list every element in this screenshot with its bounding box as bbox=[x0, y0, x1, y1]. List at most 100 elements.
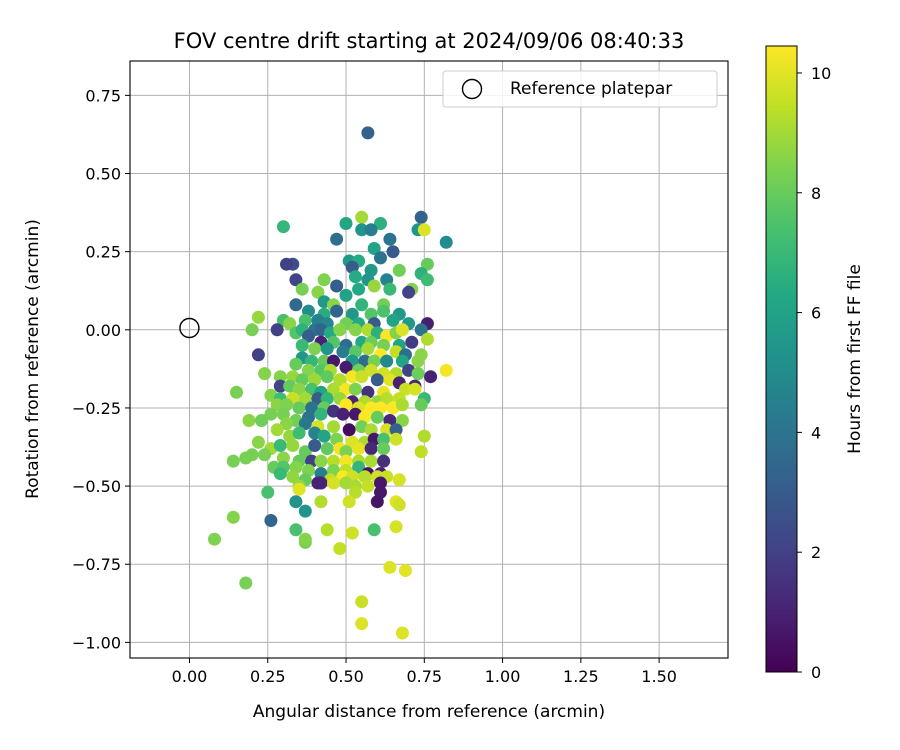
scatter-point bbox=[364, 223, 378, 237]
scatter-point bbox=[336, 345, 350, 359]
scatter-point bbox=[289, 357, 303, 371]
scatter-point bbox=[327, 420, 340, 434]
scatter-point bbox=[251, 348, 265, 362]
scatter-point bbox=[292, 482, 306, 496]
scatter-point bbox=[355, 223, 369, 237]
scatter-point bbox=[395, 323, 409, 337]
scatter-point bbox=[374, 476, 387, 490]
scatter-point bbox=[273, 439, 287, 452]
scatter-point bbox=[330, 304, 344, 318]
scatter-point bbox=[374, 251, 387, 265]
y-tick-label: 0.50 bbox=[85, 165, 121, 184]
y-tick-label: 0.00 bbox=[85, 321, 121, 340]
scatter-point bbox=[389, 423, 403, 437]
data-points bbox=[208, 126, 453, 640]
scatter-point bbox=[345, 526, 359, 540]
scatter-point bbox=[361, 342, 375, 356]
scatter-point bbox=[298, 504, 312, 518]
scatter-point bbox=[392, 473, 406, 487]
scatter-point bbox=[339, 360, 353, 374]
scatter-point bbox=[302, 363, 315, 377]
x-tick-label: 1.25 bbox=[563, 667, 599, 686]
scatter-point bbox=[320, 523, 334, 537]
scatter-point bbox=[370, 495, 384, 509]
scatter-point bbox=[402, 285, 416, 299]
scatter-point bbox=[361, 479, 375, 493]
scatter-point bbox=[242, 414, 256, 427]
scatter-point bbox=[420, 273, 434, 287]
scatter-point bbox=[292, 382, 306, 396]
x-tick-label: 1.50 bbox=[641, 667, 677, 686]
reference-platepar-marker bbox=[179, 317, 200, 339]
scatter-point bbox=[417, 223, 431, 237]
scatter-point bbox=[330, 232, 344, 246]
scatter-point bbox=[333, 373, 347, 387]
scatter-point bbox=[424, 370, 438, 384]
scatter-point bbox=[286, 470, 300, 484]
scatter-point bbox=[386, 245, 400, 259]
scatter-point bbox=[370, 373, 384, 387]
scatter-point bbox=[230, 385, 243, 399]
scatter-point bbox=[270, 398, 284, 412]
colorbar-tick-label: 0 bbox=[811, 663, 821, 682]
scatter-point bbox=[377, 442, 391, 456]
scatter-point bbox=[333, 542, 347, 556]
scatter-point bbox=[377, 432, 391, 446]
scatter-point bbox=[411, 367, 425, 381]
scatter-point bbox=[295, 282, 309, 296]
scatter-point bbox=[289, 298, 303, 312]
scatter-point bbox=[345, 370, 359, 384]
scatter-point bbox=[336, 407, 350, 421]
legend-entry-label: Reference platepar bbox=[510, 79, 672, 99]
scatter-point bbox=[414, 398, 428, 412]
legend-marker-icon bbox=[461, 78, 483, 100]
scatter-point bbox=[370, 410, 384, 424]
scatter-point bbox=[355, 595, 369, 609]
x-tick-label: 0.75 bbox=[406, 667, 442, 686]
y-tick-label: 0.25 bbox=[85, 243, 121, 262]
colorbar-gradient bbox=[765, 45, 798, 673]
scatter-point bbox=[355, 370, 369, 384]
scatter-point bbox=[208, 532, 221, 546]
scatter-point bbox=[399, 382, 412, 396]
scatter-point bbox=[364, 363, 378, 377]
scatter-point bbox=[327, 454, 340, 468]
scatter-point bbox=[348, 323, 362, 337]
scatter-point bbox=[392, 498, 406, 512]
scatter-point bbox=[320, 342, 334, 356]
scatter-point bbox=[439, 235, 453, 249]
scatter-point bbox=[395, 626, 409, 640]
chart-title: FOV centre drift starting at 2024/09/06 … bbox=[174, 29, 685, 53]
colorbar-tick-label: 10 bbox=[811, 64, 831, 83]
colorbar-ticks: 0 2 4 6 8 10 bbox=[797, 64, 831, 682]
scatter-point bbox=[414, 210, 428, 224]
scatter-point bbox=[355, 210, 369, 224]
scatter-point bbox=[258, 367, 272, 381]
scatter-point bbox=[311, 392, 325, 406]
scatter-point bbox=[320, 370, 334, 384]
scatter-point bbox=[342, 495, 356, 509]
scatter-point bbox=[377, 454, 391, 468]
scatter-point bbox=[367, 242, 381, 255]
scatter-point bbox=[339, 288, 353, 302]
scatter-point bbox=[348, 270, 362, 284]
scatter-point bbox=[276, 451, 290, 465]
x-tick-label: 0.50 bbox=[328, 667, 364, 686]
scatter-point bbox=[358, 354, 372, 368]
scatter-point bbox=[389, 520, 403, 534]
scatter-point bbox=[270, 323, 284, 337]
scatter-point bbox=[395, 414, 409, 427]
scatter-point bbox=[289, 495, 303, 509]
scatter-point bbox=[239, 451, 253, 465]
scatter-point bbox=[264, 514, 278, 527]
colorbar-tick-label: 4 bbox=[811, 423, 821, 442]
y-tick-label: −0.75 bbox=[72, 555, 121, 574]
scatter-point bbox=[251, 435, 265, 449]
legend-box bbox=[442, 70, 718, 108]
colorbar-tick-label: 6 bbox=[811, 304, 821, 323]
scatter-point bbox=[295, 338, 309, 352]
scatter-point bbox=[361, 126, 375, 140]
scatter-point bbox=[327, 382, 340, 396]
scatter-point bbox=[314, 407, 328, 421]
scatter-point bbox=[320, 442, 334, 456]
